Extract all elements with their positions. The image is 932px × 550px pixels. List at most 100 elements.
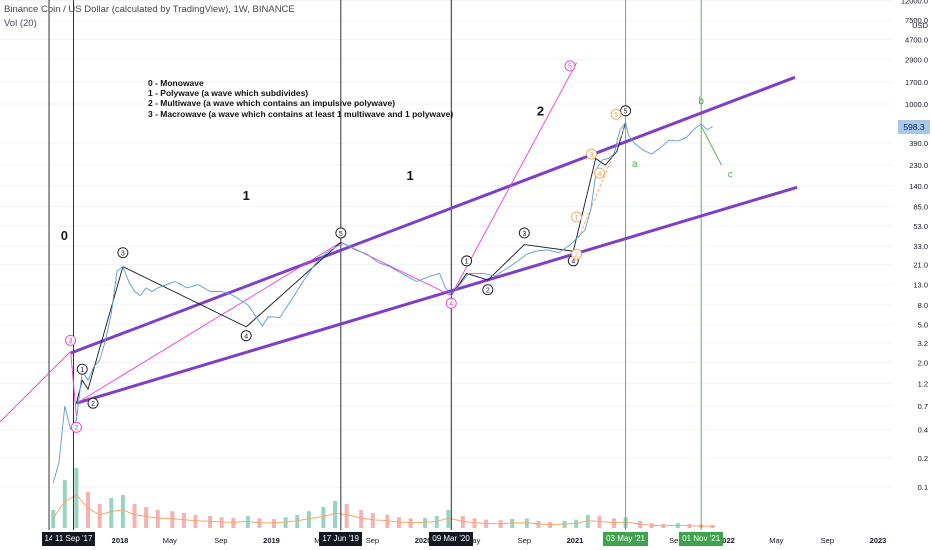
volume-bar xyxy=(97,504,102,528)
wave-circle-label-text: 4 xyxy=(571,259,575,266)
price-tick-label: 140.0 xyxy=(909,182,928,191)
sub-wave-circle-label xyxy=(610,108,622,120)
channel-upper-line xyxy=(70,75,796,355)
wave-circle-label xyxy=(335,227,347,239)
price-tick-label: 13.0 xyxy=(913,281,928,290)
wave-degree-label: a xyxy=(632,159,638,170)
wave-circle-label xyxy=(87,397,99,409)
abc-projection xyxy=(700,125,722,166)
projection-circle-label xyxy=(65,334,77,346)
time-tick-label: Sep xyxy=(821,536,834,545)
volume-indicator-label[interactable]: Vol (20) xyxy=(4,18,37,29)
volume-bar xyxy=(333,501,338,528)
time-tick-label: 2023 xyxy=(870,536,887,545)
sub-wave-circle-label-text: 3 xyxy=(590,152,594,159)
volume-bar xyxy=(86,492,91,528)
time-tick-label: 2021 xyxy=(567,536,584,545)
time-tick-label: May xyxy=(769,536,783,545)
volume-bar xyxy=(245,516,250,528)
time-axis: 2018MaySep2019MaySep2020MaySep2021MaySep… xyxy=(112,536,887,545)
wave-degree-label: b xyxy=(698,96,704,107)
sub-wave-circle-label-text: 5 xyxy=(614,112,618,119)
volume-bar xyxy=(144,507,149,528)
price-tick-label: 53.0 xyxy=(913,222,928,231)
projection-circle-label xyxy=(564,60,576,72)
price-tick-label: 2.0 xyxy=(918,358,928,367)
legend-line: 2 - Multiwave (a wave which contains an … xyxy=(148,98,396,109)
time-tick-label: Sep xyxy=(214,536,227,545)
volume-bar xyxy=(385,514,390,528)
price-line xyxy=(52,121,713,484)
wave-circle-label xyxy=(240,330,252,342)
time-tick-label: 2018 xyxy=(112,536,129,545)
time-tick-label: Sep xyxy=(366,536,379,545)
wave-circle-label xyxy=(482,284,494,296)
wave-circle-label xyxy=(518,227,530,239)
wave-degree-label: 1 xyxy=(407,168,414,183)
wave-degree-label: 1 xyxy=(243,188,250,203)
volume-bar xyxy=(370,513,375,528)
channel-lower-line xyxy=(75,185,798,405)
sub-wave-circle-label xyxy=(571,248,583,260)
volume-bar xyxy=(597,516,602,528)
time-tick-label: 2019 xyxy=(263,536,280,545)
sub-wave-circle-label xyxy=(594,167,605,179)
volume-bar xyxy=(710,525,715,528)
price-tick-label: 1000.0 xyxy=(905,100,928,109)
legend-line: 0 - Monowave xyxy=(148,78,204,88)
wave-circle-label xyxy=(461,255,473,267)
date-marker-tag: 01 Nov '21 xyxy=(679,532,724,546)
volume-bar xyxy=(344,504,349,528)
volume-bar xyxy=(208,516,213,528)
volume-bar xyxy=(306,511,311,528)
volume-bars xyxy=(51,468,715,528)
projection-circle-label-text: 2 xyxy=(74,425,78,432)
currency-label: USD xyxy=(912,21,928,30)
sub-wave-line xyxy=(578,125,627,239)
wave-degree-legend: 0 - Monowave 1 - Polywave (a wave which … xyxy=(148,78,453,119)
volume-bar xyxy=(181,513,186,528)
grid xyxy=(0,0,893,488)
price-tick-label: 0.4 xyxy=(918,425,928,434)
projection-line xyxy=(76,241,342,404)
price-tick-label: 21.0 xyxy=(913,261,928,270)
volume-bar xyxy=(283,517,288,528)
volume-bar xyxy=(74,468,79,528)
volume-bar xyxy=(170,511,175,528)
sub-wave-circle-label-text: 1 xyxy=(575,215,579,222)
price-tick-label: 2900.0 xyxy=(905,56,928,65)
projection-circle-label-text: 3 xyxy=(69,338,73,345)
sub-wave-circle-label-text: 4 xyxy=(598,171,602,178)
volume-bar xyxy=(396,517,401,528)
wave-circle-label-text: 3 xyxy=(121,250,125,257)
price-tick-label: 1.2 xyxy=(918,380,928,389)
volume-ma-line xyxy=(52,494,713,527)
projection-circle-label xyxy=(445,297,457,309)
price-tick-label: 8.0 xyxy=(918,301,928,310)
date-marker-tag: 09 Mar '20 xyxy=(429,532,473,546)
wave-circle-label xyxy=(620,105,632,117)
price-tick-label: 0.7 xyxy=(918,402,928,411)
volume-bar xyxy=(132,504,137,528)
price-tick-label: 12000.0 xyxy=(901,0,928,6)
legend-line: 3 - Macrowave (a wave which contains at … xyxy=(148,108,454,119)
date-marker-tag: 03 May '21 xyxy=(603,532,648,546)
price-tick-label: 5.0 xyxy=(918,320,928,329)
date-marker-tag: 17 Jun '19 xyxy=(319,532,362,546)
wave-circle-label-text: 2 xyxy=(91,401,95,408)
projection-line xyxy=(450,62,578,296)
date-marker-tag: 11 Sep '17 xyxy=(52,532,96,546)
legend-line: 1 - Polywave (a wave which subdivides) xyxy=(148,88,309,99)
time-tick-label: May xyxy=(163,536,177,545)
volume-bar xyxy=(295,514,300,528)
date-marker-lines xyxy=(48,0,702,530)
wave-circle-label-text: 5 xyxy=(339,231,343,238)
wave-path xyxy=(75,241,342,404)
wave-circle-label xyxy=(117,247,129,259)
projection-circle-label-text: 5 xyxy=(568,64,572,71)
price-axis: 12000.0 7500.0 4700.0 2900.0 1700.0 1000.0 390… xyxy=(901,0,929,492)
volume-bar xyxy=(62,480,67,528)
time-tick-label: 2022 xyxy=(718,536,735,545)
volume-bar xyxy=(434,516,439,528)
